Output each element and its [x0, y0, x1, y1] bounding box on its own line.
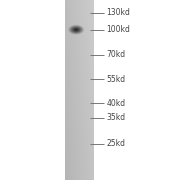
- Text: 100kd: 100kd: [106, 25, 130, 34]
- Text: 35kd: 35kd: [106, 113, 125, 122]
- Text: 40kd: 40kd: [106, 99, 125, 108]
- Text: 130kd: 130kd: [106, 8, 130, 17]
- Text: 55kd: 55kd: [106, 75, 125, 84]
- Text: 70kd: 70kd: [106, 50, 125, 59]
- Text: 25kd: 25kd: [106, 140, 125, 148]
